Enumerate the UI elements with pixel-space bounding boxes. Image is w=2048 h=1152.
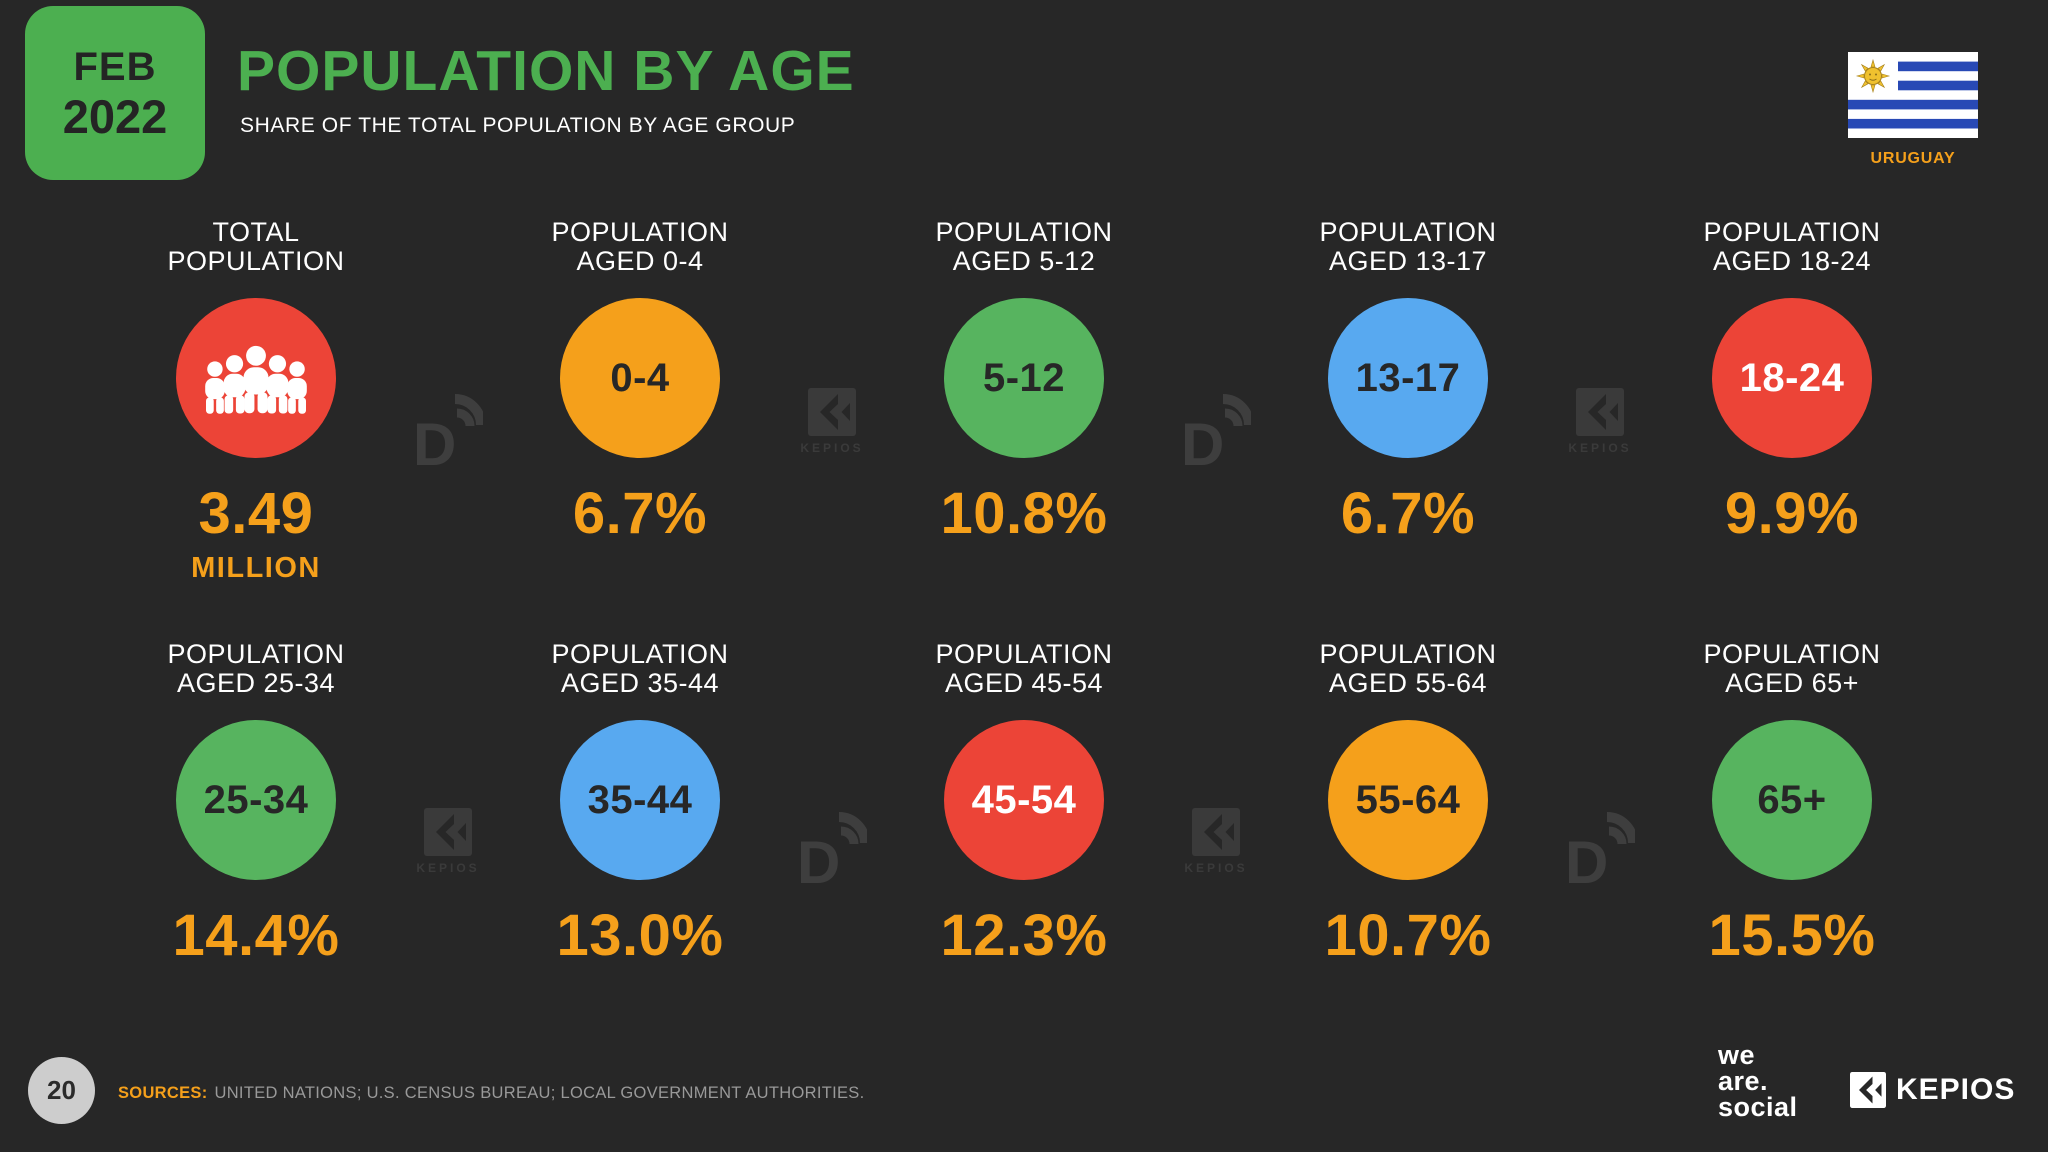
age-circle: 65+ bbox=[1712, 720, 1872, 880]
sources-label: SOURCES: bbox=[118, 1084, 208, 1102]
card-title-line: POPULATION bbox=[551, 217, 729, 247]
stat-value: 15.5% bbox=[1708, 903, 1876, 968]
card-title: POPULATION AGED 35-44 bbox=[490, 640, 790, 698]
card-title: POPULATION AGED 45-54 bbox=[874, 640, 1174, 698]
card-title-line: AGED 65+ bbox=[1725, 668, 1859, 698]
stat-value: 12.3% bbox=[940, 903, 1108, 968]
card-title-line: POPULATION bbox=[1319, 217, 1497, 247]
datareportal-mark-icon: D bbox=[413, 394, 483, 469]
sources-text: UNITED NATIONS; U.S. CENSUS BUREAU; LOCA… bbox=[214, 1084, 865, 1102]
age-card-aged-45-54: POPULATION AGED 45-54 45-54 12.3% bbox=[874, 640, 1174, 966]
stat-value-unit: MILLION bbox=[191, 552, 321, 584]
card-title-line: AGED 25-34 bbox=[176, 668, 336, 698]
svg-text:KEPIOS: KEPIOS bbox=[1184, 861, 1247, 875]
card-title: POPULATION AGED 25-34 bbox=[106, 640, 406, 698]
page-title: POPULATION BY AGE bbox=[237, 39, 855, 103]
svg-text:D: D bbox=[797, 829, 840, 887]
age-card-aged-5-12: POPULATION AGED 5-12 5-12 10.8% bbox=[874, 218, 1174, 544]
we-are-social-logo: we are. social bbox=[1718, 1040, 1798, 1122]
card-title-line: AGED 0-4 bbox=[576, 246, 704, 276]
sources-line: SOURCES: UNITED NATIONS; U.S. CENSUS BURE… bbox=[118, 1084, 864, 1103]
svg-text:KEPIOS: KEPIOS bbox=[1568, 441, 1631, 455]
card-title-line: POPULATION bbox=[1703, 217, 1881, 247]
stat-value: 6.7% bbox=[572, 481, 708, 546]
card-title: POPULATION AGED 13-17 bbox=[1258, 218, 1558, 276]
page-number-badge: 20 bbox=[28, 1057, 95, 1124]
card-title-line: POPULATION bbox=[167, 639, 345, 669]
page-subtitle: SHARE OF THE TOTAL POPULATION BY AGE GRO… bbox=[240, 114, 796, 137]
stat-value: 9.9% bbox=[1724, 481, 1860, 546]
svg-text:KEPIOS: KEPIOS bbox=[416, 861, 479, 875]
card-title-line: POPULATION bbox=[935, 639, 1113, 669]
card-title-line: AGED 13-17 bbox=[1328, 246, 1488, 276]
age-card-aged-65+: POPULATION AGED 65+ 65+ 15.5% bbox=[1642, 640, 1942, 966]
card-title-line: AGED 55-64 bbox=[1328, 668, 1488, 698]
country-label: URUGUAY bbox=[1870, 150, 1956, 167]
age-card-aged-18-24: POPULATION AGED 18-24 18-24 9.9% bbox=[1642, 218, 1942, 544]
card-title: TOTAL POPULATION bbox=[106, 218, 406, 276]
kepios-mark-icon: KEPIOS bbox=[1568, 388, 1631, 455]
card-title-line: AGED 35-44 bbox=[560, 668, 720, 698]
kepios-mark-icon bbox=[1850, 1072, 1886, 1108]
stat-value: 13.0% bbox=[556, 903, 724, 968]
kepios-wordmark: KEPIOS bbox=[1896, 1073, 2016, 1106]
age-card-aged-25-34: POPULATION AGED 25-34 25-34 14.4% bbox=[106, 640, 406, 966]
svg-text:D: D bbox=[1565, 829, 1608, 887]
age-circle: 0-4 bbox=[560, 298, 720, 458]
card-title-line: AGED 5-12 bbox=[952, 246, 1096, 276]
age-card-aged-35-44: POPULATION AGED 35-44 35-44 13.0% bbox=[490, 640, 790, 966]
svg-text:KEPIOS: KEPIOS bbox=[800, 441, 863, 455]
age-card-aged-13-17: POPULATION AGED 13-17 13-17 6.7% bbox=[1258, 218, 1558, 544]
date-year: 2022 bbox=[62, 89, 168, 143]
uruguay-flag-icon bbox=[1848, 52, 1978, 138]
card-title-line: AGED 18-24 bbox=[1712, 246, 1872, 276]
datareportal-mark-icon: D bbox=[797, 812, 867, 887]
card-title: POPULATION AGED 0-4 bbox=[490, 218, 790, 276]
age-card-aged-55-64: POPULATION AGED 55-64 55-64 10.7% bbox=[1258, 640, 1558, 966]
age-circle: 13-17 bbox=[1328, 298, 1488, 458]
stat-value: 10.7% bbox=[1324, 903, 1492, 968]
date-month: FEB bbox=[73, 44, 157, 89]
card-title-line: POPULATION bbox=[935, 217, 1113, 247]
card-title: POPULATION AGED 65+ bbox=[1642, 640, 1942, 698]
age-circle: 45-54 bbox=[944, 720, 1104, 880]
stat-value: 10.8% bbox=[940, 481, 1108, 546]
stat-value: 14.4% bbox=[172, 903, 340, 968]
sun-of-may-icon bbox=[1855, 58, 1891, 94]
card-title: POPULATION AGED 5-12 bbox=[874, 218, 1174, 276]
age-circle: 55-64 bbox=[1328, 720, 1488, 880]
kepios-mark-icon: KEPIOS bbox=[416, 808, 479, 875]
was-line-social: social bbox=[1718, 1092, 1798, 1122]
stat-value: 3.49 bbox=[198, 481, 314, 546]
kepios-mark-icon: KEPIOS bbox=[1184, 808, 1247, 875]
people-icon bbox=[205, 345, 307, 414]
datareportal-mark-icon: D bbox=[1181, 394, 1251, 469]
kepios-logo: KEPIOS bbox=[1850, 1072, 2015, 1108]
age-circle: 35-44 bbox=[560, 720, 720, 880]
card-title-line: POPULATION bbox=[167, 246, 345, 276]
date-badge: FEB 2022 bbox=[25, 6, 205, 180]
was-line-are: are. bbox=[1718, 1066, 1769, 1096]
age-circle: 18-24 bbox=[1712, 298, 1872, 458]
svg-text:D: D bbox=[413, 411, 456, 469]
stat-value: 6.7% bbox=[1340, 481, 1476, 546]
datareportal-mark-icon: D bbox=[1565, 812, 1635, 887]
age-card-aged-0-4: POPULATION AGED 0-4 0-4 6.7% bbox=[490, 218, 790, 544]
card-title: POPULATION AGED 18-24 bbox=[1642, 218, 1942, 276]
age-card-population: TOTAL POPULATION bbox=[106, 218, 406, 585]
was-line-we: we bbox=[1718, 1040, 1756, 1070]
card-title-line: POPULATION bbox=[551, 639, 729, 669]
svg-text:D: D bbox=[1181, 411, 1224, 469]
card-title-line: TOTAL bbox=[212, 217, 300, 247]
card-title-line: POPULATION bbox=[1319, 639, 1497, 669]
age-circle: 5-12 bbox=[944, 298, 1104, 458]
card-title-line: POPULATION bbox=[1703, 639, 1881, 669]
age-circle: 25-34 bbox=[176, 720, 336, 880]
kepios-mark-icon: KEPIOS bbox=[800, 388, 863, 455]
card-title: POPULATION AGED 55-64 bbox=[1258, 640, 1558, 698]
total-population-circle bbox=[176, 298, 336, 458]
page-number: 20 bbox=[47, 1075, 76, 1105]
card-title-line: AGED 45-54 bbox=[944, 668, 1104, 698]
